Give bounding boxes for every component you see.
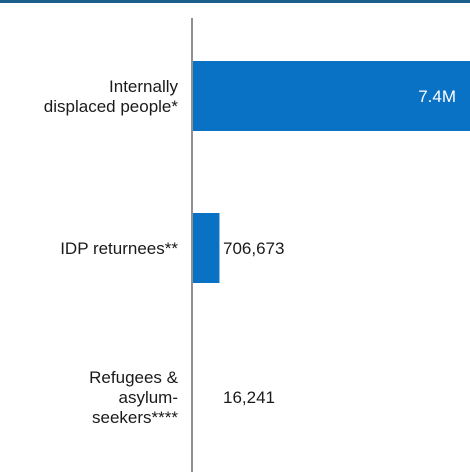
category-label-line: Refugees &: [89, 368, 178, 387]
category-label-2: Refugees & asylum-seekers****: [89, 368, 178, 427]
category-label-line: Internally: [109, 77, 178, 96]
category-label-line: seekers****: [92, 408, 178, 427]
bar-0: [193, 61, 470, 131]
category-label-1: IDP returnees**: [60, 239, 178, 258]
bar-1: [193, 213, 220, 283]
category-label-line: displaced people*: [44, 97, 179, 116]
category-label-line: asylum-: [118, 388, 178, 407]
category-label-line: IDP returnees**: [60, 239, 178, 258]
top-rule: [0, 0, 470, 3]
category-label-0: Internally displaced people*: [44, 77, 179, 116]
value-label-0: 7.4M: [418, 87, 456, 106]
value-label-2: 16,241: [223, 388, 275, 407]
value-label-1: 706,673: [223, 239, 284, 258]
